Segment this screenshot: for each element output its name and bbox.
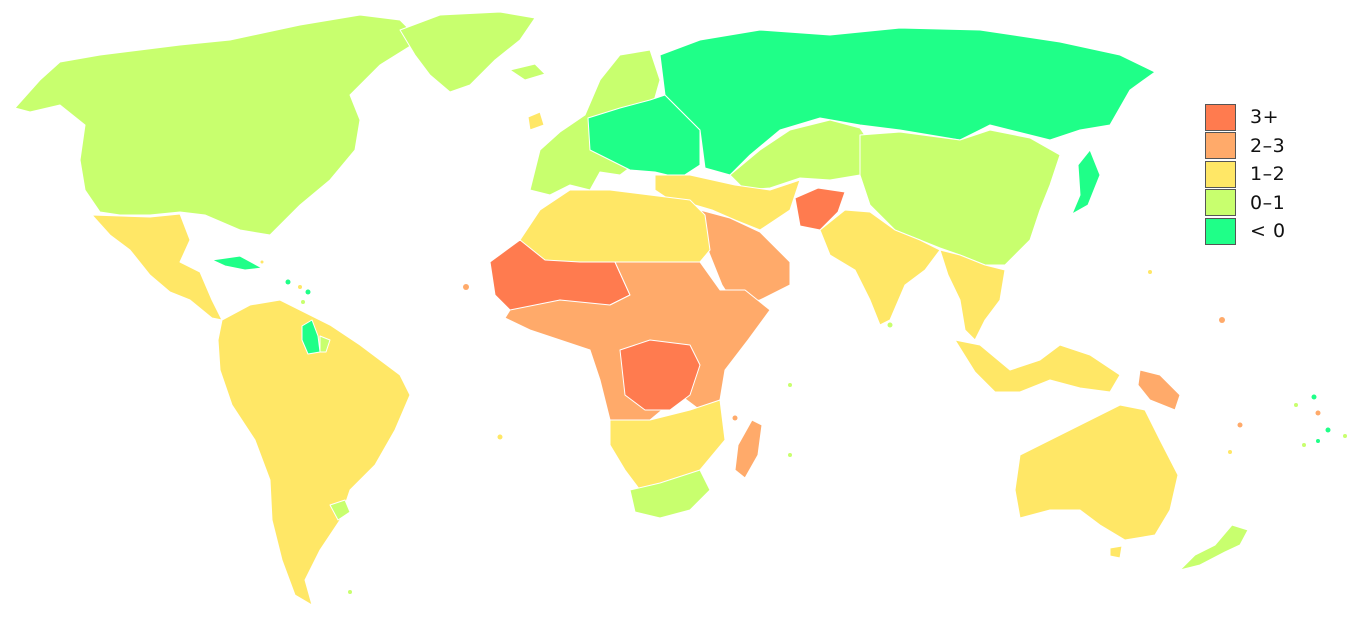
region-uk bbox=[527, 111, 545, 131]
island-dot bbox=[1311, 394, 1317, 400]
legend-label: 0–1 bbox=[1250, 191, 1286, 214]
island-dot bbox=[788, 383, 792, 387]
legend-swatch bbox=[1205, 160, 1236, 188]
island-dot bbox=[1343, 434, 1347, 438]
region-southeast-asia[interactable] bbox=[939, 249, 1006, 341]
legend-label: 3+ bbox=[1250, 106, 1280, 129]
region-eastern-europe[interactable] bbox=[587, 94, 701, 179]
map-legend: 3+ 2–3 1–2 0–1 < 0 bbox=[1205, 103, 1286, 246]
island-dot bbox=[732, 415, 738, 421]
region-japan[interactable] bbox=[1071, 149, 1101, 215]
legend-item: 1–2 bbox=[1205, 160, 1286, 189]
island-dot bbox=[788, 453, 792, 457]
island-dot bbox=[1294, 403, 1298, 407]
legend-label: < 0 bbox=[1250, 220, 1286, 243]
island-dot bbox=[497, 434, 503, 440]
island-dot bbox=[1315, 410, 1321, 416]
region-indonesia[interactable] bbox=[954, 339, 1121, 393]
region-north-africa[interactable] bbox=[519, 189, 711, 263]
legend-swatch bbox=[1205, 103, 1236, 131]
legend-item: 0–1 bbox=[1205, 189, 1286, 218]
legend-swatch bbox=[1205, 189, 1236, 217]
island-dot bbox=[260, 260, 264, 264]
region-south-africa[interactable] bbox=[629, 469, 711, 519]
region-afghanistan[interactable] bbox=[794, 187, 846, 231]
region-tasmania bbox=[1109, 545, 1123, 559]
island-dot bbox=[463, 284, 469, 290]
legend-item: 3+ bbox=[1205, 103, 1286, 132]
region-guiana bbox=[319, 335, 331, 353]
island-dot bbox=[298, 285, 302, 289]
region-central-africa[interactable] bbox=[619, 339, 701, 411]
region-uruguay[interactable] bbox=[329, 499, 351, 521]
island-dot bbox=[305, 289, 311, 295]
legend-label: 2–3 bbox=[1250, 134, 1286, 157]
region-china[interactable] bbox=[859, 129, 1061, 266]
region-australia[interactable] bbox=[1014, 404, 1179, 541]
island-dot bbox=[301, 300, 305, 304]
region-new-zealand[interactable] bbox=[1179, 524, 1249, 571]
legend-swatch bbox=[1205, 217, 1236, 245]
region-south-america[interactable] bbox=[217, 299, 411, 606]
legend-label: 1–2 bbox=[1250, 163, 1286, 186]
island-dot bbox=[1228, 450, 1232, 454]
legend-item: < 0 bbox=[1205, 217, 1286, 246]
island-dot bbox=[1325, 427, 1331, 433]
island-dot bbox=[1237, 422, 1243, 428]
legend-swatch bbox=[1205, 132, 1236, 160]
region-madagascar[interactable] bbox=[734, 419, 763, 479]
island-dot bbox=[1302, 443, 1306, 447]
region-cuba[interactable] bbox=[211, 255, 263, 271]
island-dot bbox=[348, 590, 352, 594]
island-dot bbox=[887, 322, 893, 328]
legend-item: 2–3 bbox=[1205, 132, 1286, 161]
region-north-america[interactable] bbox=[14, 14, 421, 236]
island-dot bbox=[1148, 270, 1152, 274]
island-dot bbox=[1219, 317, 1225, 323]
region-mexico-central-america[interactable] bbox=[91, 213, 223, 321]
island-dot bbox=[285, 279, 291, 285]
region-papua-new-guinea[interactable] bbox=[1137, 369, 1181, 411]
region-greenland[interactable] bbox=[399, 11, 536, 93]
island-dot bbox=[1316, 439, 1320, 443]
region-iceland bbox=[509, 63, 546, 81]
region-india[interactable] bbox=[819, 209, 941, 326]
